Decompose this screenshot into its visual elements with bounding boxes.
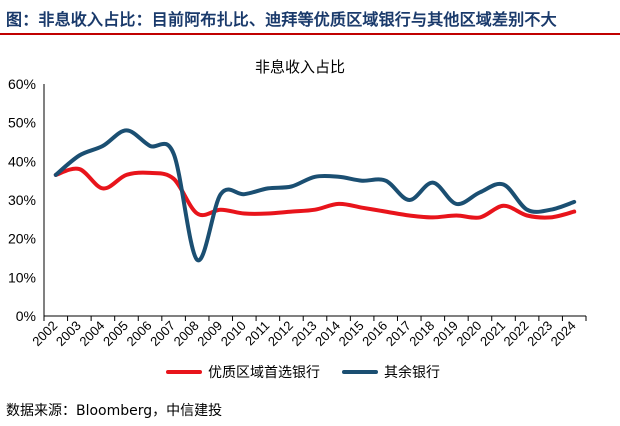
x-tick-label: 2015 <box>336 318 367 349</box>
x-tick-label: 2011 <box>242 318 272 348</box>
x-tick-label: 2022 <box>501 318 532 349</box>
x-tick-label: 2018 <box>406 318 437 349</box>
y-tick-label: 50% <box>8 115 36 131</box>
x-tick-label: 2020 <box>453 318 484 349</box>
y-axis: 0% 10% 20% 30% 40% 50% 60% <box>8 76 45 324</box>
header: 图：非息收入占比：目前阿布扎比、迪拜等优质区域银行与其他区域差别不大 <box>0 0 620 35</box>
x-tick-label: 2024 <box>548 318 579 349</box>
x-tick-label: 2008 <box>171 318 202 349</box>
y-tick-label: 30% <box>8 192 36 208</box>
x-tick-label: 2017 <box>383 318 414 349</box>
x-tick-label: 2013 <box>288 318 319 349</box>
legend-swatch-premium-banks <box>166 370 202 374</box>
y-tick-label: 0% <box>16 308 36 324</box>
x-tick-label: 2004 <box>76 318 107 349</box>
chart-title: 非息收入占比 <box>255 58 345 76</box>
x-tick-label: 2009 <box>194 318 225 349</box>
y-tick-label: 60% <box>8 76 36 92</box>
legend-label-premium-banks: 优质区域首选银行 <box>208 365 320 381</box>
x-axis: 2002200320042005200620072008200920102011… <box>29 315 587 349</box>
legend: 优质区域首选银行 其余银行 <box>0 362 620 384</box>
legend-item-other-banks: 其余银行 <box>342 362 440 382</box>
y-tick-label: 10% <box>8 269 36 285</box>
x-tick-label: 2012 <box>265 318 296 349</box>
series-lines <box>53 128 577 263</box>
x-tick-label: 2019 <box>430 318 461 349</box>
line-chart: 非息收入占比 0% 10% 20% 30% 40% 50% 60% 200220032004… <box>8 58 587 349</box>
legend-item-premium-banks: 优质区域首选银行 <box>166 362 320 382</box>
x-tick-label: 2023 <box>524 318 555 349</box>
x-tick-label: 2003 <box>53 318 84 349</box>
y-tick-label: 40% <box>8 153 36 169</box>
x-tick-label: 2021 <box>477 318 508 349</box>
x-tick-label: 2005 <box>100 318 131 349</box>
x-tick-label: 2007 <box>147 318 178 349</box>
x-tick-label: 2010 <box>218 318 249 349</box>
page-title: 图：非息收入占比：目前阿布扎比、迪拜等优质区域银行与其他区域差别不大 <box>6 10 557 29</box>
y-tick-label: 20% <box>8 231 36 247</box>
header-divider <box>0 33 620 35</box>
series-line-premium-banks <box>53 166 577 220</box>
x-tick-label: 2014 <box>312 318 343 349</box>
x-tick-label: 2006 <box>124 318 155 349</box>
x-tick-label: 2016 <box>359 318 390 349</box>
source-note: 数据来源：Bloomberg，中信建投 <box>6 403 223 419</box>
legend-swatch-other-banks <box>342 370 378 374</box>
legend-label-other-banks: 其余银行 <box>384 365 440 381</box>
series-line-other-banks <box>53 128 577 263</box>
